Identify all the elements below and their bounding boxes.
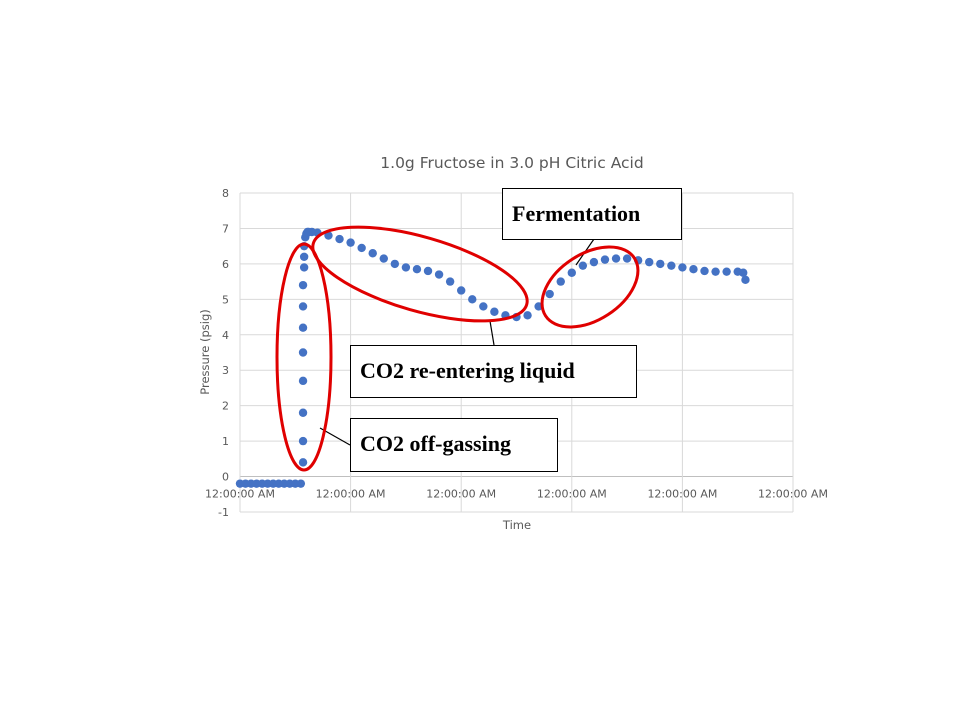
data-point	[700, 266, 709, 276]
data-point	[368, 249, 377, 258]
reentering-leader-line	[489, 320, 495, 346]
data-point	[567, 268, 576, 277]
data-series	[235, 227, 750, 488]
callout-co2-offgassing: CO2 off-gassing	[350, 418, 558, 472]
data-point	[346, 238, 355, 247]
callout-fermentation-text: Fermentation	[512, 201, 641, 226]
data-point	[523, 311, 532, 320]
data-point	[479, 302, 488, 311]
x-tick-labels: 12:00:00 AM 12:00:00 AM 12:00:00 AM 12:00:0…	[205, 488, 828, 501]
x-tick-label: 12:00:00 AM	[426, 488, 496, 501]
x-tick-label: 12:00:00 AM	[205, 488, 275, 501]
x-axis-label: Time	[502, 518, 531, 532]
data-point	[556, 277, 565, 286]
data-point	[298, 348, 308, 357]
callout-co2-reentering-text: CO2 re-entering liquid	[360, 358, 575, 383]
chart-title: 1.0g Fructose in 3.0 pH Citric Acid	[380, 154, 643, 172]
data-point	[741, 275, 750, 285]
data-point	[445, 277, 455, 286]
data-point	[335, 234, 344, 244]
callout-co2-offgassing-text: CO2 off-gassing	[360, 431, 511, 456]
y-tick-label: 0	[222, 471, 229, 484]
data-point	[457, 286, 466, 295]
x-tick-label: 12:00:00 AM	[537, 488, 607, 501]
y-tick-label: -1	[218, 506, 229, 519]
data-point	[390, 259, 400, 269]
x-tick-label: 12:00:00 AM	[316, 488, 386, 501]
y-tick-label: 1	[222, 435, 229, 448]
data-point	[298, 302, 308, 311]
x-tick-label: 12:00:00 AM	[758, 488, 828, 501]
y-tick-label: 3	[222, 364, 229, 377]
offgassing-ellipse	[275, 242, 333, 472]
y-tick-label: 6	[222, 258, 229, 271]
data-point	[298, 408, 308, 417]
callout-co2-reentering: CO2 re-entering liquid	[350, 345, 637, 398]
data-point	[296, 479, 306, 488]
data-point	[298, 280, 308, 290]
data-point	[299, 252, 309, 261]
callout-fermentation: Fermentation	[502, 188, 682, 240]
y-tick-label: 2	[222, 400, 229, 413]
data-point	[412, 265, 422, 274]
data-point	[423, 266, 433, 276]
y-axis-label: Pressure (psig)	[198, 309, 212, 395]
data-point	[299, 263, 309, 272]
data-point	[298, 376, 308, 386]
fermentation-ellipse	[540, 245, 640, 329]
data-point	[379, 254, 388, 263]
data-point	[667, 261, 676, 270]
data-point	[645, 257, 654, 267]
data-point	[434, 270, 444, 279]
data-point	[622, 254, 632, 263]
y-tick-label: 5	[222, 293, 229, 306]
data-point	[656, 259, 665, 269]
data-point	[678, 263, 687, 272]
x-tick-label: 12:00:00 AM	[647, 488, 717, 501]
data-point	[689, 265, 698, 274]
annotation-marks	[275, 225, 640, 472]
data-point	[298, 323, 308, 332]
y-tick-label: 8	[222, 187, 229, 200]
y-tick-label: 4	[222, 329, 229, 342]
data-point	[611, 254, 621, 263]
y-tick-labels: 8 7 6 5 4 3 2 1 0 -1	[218, 187, 229, 519]
data-point	[468, 295, 477, 304]
data-point	[722, 267, 731, 276]
data-point	[711, 267, 720, 276]
data-point	[739, 268, 748, 277]
data-point	[589, 257, 599, 267]
data-point	[401, 263, 411, 272]
y-tick-label: 7	[222, 222, 229, 235]
data-point	[298, 458, 308, 467]
data-point	[490, 307, 499, 316]
data-point	[545, 289, 554, 299]
data-point	[357, 243, 366, 253]
data-point	[600, 255, 610, 264]
data-point	[578, 261, 588, 270]
data-point	[324, 231, 333, 240]
data-point	[298, 436, 308, 446]
reentering-ellipse	[311, 225, 529, 323]
